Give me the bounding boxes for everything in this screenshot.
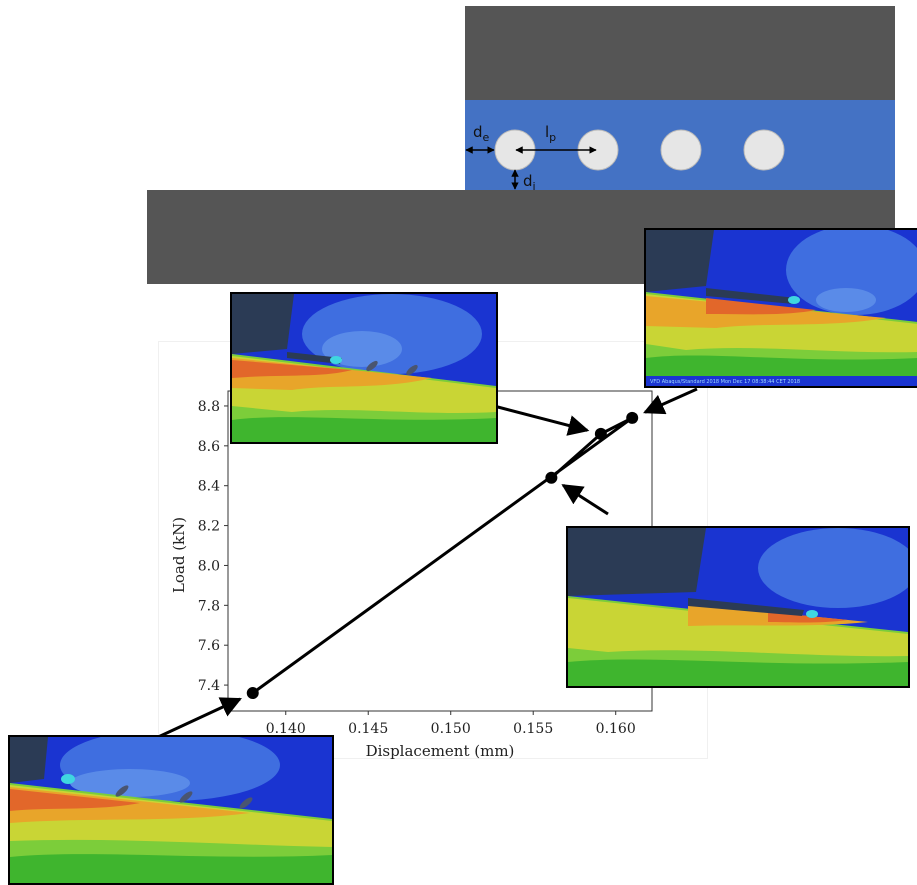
y-tick-label: 7.6 [198,638,220,654]
pore-3 [660,129,702,171]
data-point [545,471,558,484]
y-axis-label: Load (kN) [170,517,188,593]
x-tick-label: 0.150 [431,721,471,737]
x-axis-label: Displacement (mm) [366,742,515,760]
x-tick-label: 0.145 [348,721,388,737]
y-tick-label: 8.6 [198,439,220,455]
x-tick-label: 0.140 [266,721,306,737]
x-axis-ticks: 0.140 0.145 0.150 0.155 0.160 [266,711,636,737]
interface-distance-label: di [523,172,536,193]
y-tick-label: 7.4 [198,678,220,694]
stress-contour-image [10,737,332,883]
pore-4 [743,129,785,171]
data-point [626,411,639,424]
inset-top-left [230,292,498,444]
stress-contour-image [232,294,496,442]
y-tick-label: 8.0 [198,558,220,574]
inset-bottom-left [8,735,334,885]
y-tick-label: 8.4 [198,479,220,495]
y-tick-label: 8.2 [198,519,220,535]
y-tick-label: 8.8 [198,399,220,415]
pitch-label: lp [545,123,556,144]
series-group [246,411,639,700]
inset-caption: VFD Abaqus/Standard 2018 Mon Dec 17 08:3… [650,379,800,385]
x-tick-label: 0.160 [596,721,636,737]
inset-mid-right [566,526,910,688]
upper-plate [465,6,895,100]
data-point [594,427,607,440]
callout-arrow [155,697,242,740]
stress-contour-image: VFD Abaqus/Standard 2018 Mon Dec 17 08:3… [646,230,917,386]
inset-top-right: VFD Abaqus/Standard 2018 Mon Dec 17 08:3… [644,228,917,388]
series-line [251,416,634,695]
stress-contour-image [568,528,908,686]
data-point [246,687,259,700]
callout-arrow [493,404,590,436]
callout-arrow [643,387,698,415]
edge-distance-label: de [473,123,490,144]
y-axis-ticks: 7.4 7.6 7.8 8.0 8.2 8.4 8.6 8.8 [198,399,228,694]
y-tick-label: 7.8 [198,598,220,614]
callout-arrow [561,484,609,516]
callout-arrows [155,387,698,740]
x-tick-label: 0.155 [513,721,553,737]
